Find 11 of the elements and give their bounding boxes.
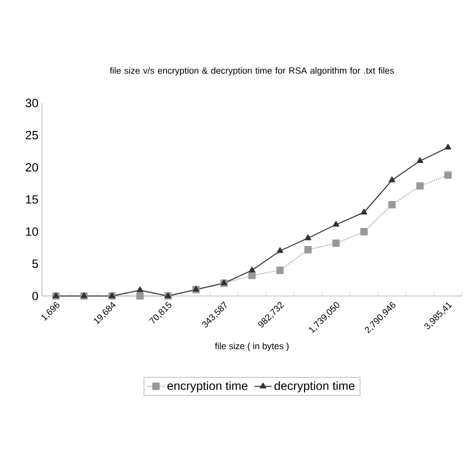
legend-label: encryption time <box>167 381 248 392</box>
y-tick-label: 0 <box>32 292 38 300</box>
y-tick-label: 25 <box>26 130 38 140</box>
y-tick-label: 30 <box>26 98 38 108</box>
legend-label: decryption time <box>274 381 354 392</box>
y-tick-label: 10 <box>26 227 38 236</box>
chart-title: file size v/s encryption & decryption time for RSA algorithm for .txt files <box>110 67 394 76</box>
x-axis-title: file size ( in bytes ) <box>215 342 289 351</box>
y-tick-label: 20 <box>26 163 38 172</box>
y-tick-label: 15 <box>26 195 38 204</box>
y-tick-label: 5 <box>32 260 38 268</box>
